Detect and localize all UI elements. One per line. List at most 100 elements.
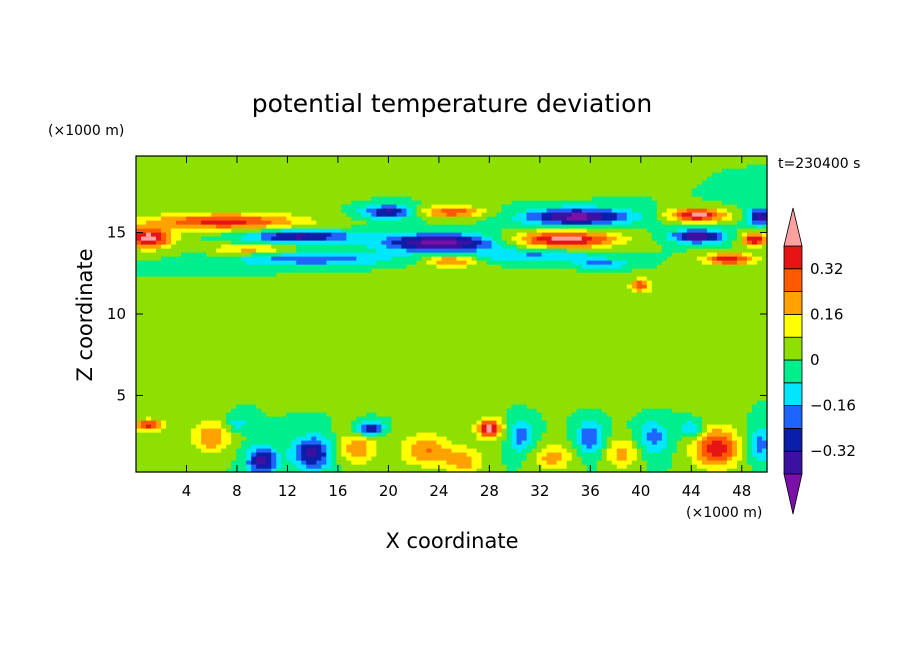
heatmap-cell: [606, 388, 613, 393]
heatmap-cell: [706, 384, 713, 389]
heatmap-cell: [581, 464, 588, 469]
heatmap-cell: [141, 388, 147, 393]
heatmap-cell: [456, 324, 463, 329]
heatmap-cell: [391, 456, 398, 461]
heatmap-cell: [306, 408, 312, 413]
heatmap-cell: [446, 452, 453, 457]
heatmap-cell: [571, 388, 578, 393]
heatmap-cell: [286, 468, 292, 473]
heatmap-cell: [351, 404, 357, 409]
heatmap-cell: [276, 456, 282, 461]
heatmap-cell: [166, 452, 172, 457]
heatmap-cell: [691, 428, 698, 433]
heatmap-cell: [671, 432, 678, 437]
heatmap-cell: [561, 412, 568, 417]
heatmap-cell: [181, 452, 187, 457]
heatmap-cell: [151, 400, 157, 405]
heatmap-cell: [316, 376, 322, 381]
heatmap-cell: [581, 440, 588, 445]
heatmap-cell: [266, 364, 272, 369]
heatmap-cell: [386, 380, 393, 385]
heatmap-cell: [196, 408, 202, 413]
heatmap-cell: [511, 424, 518, 429]
heatmap-cell: [621, 420, 628, 425]
heatmap-cell: [586, 468, 593, 473]
heatmap-cell: [281, 388, 287, 393]
heatmap-cell: [231, 400, 237, 405]
heatmap-cell: [466, 336, 473, 341]
heatmap-cell: [361, 388, 367, 393]
heatmap-cell: [141, 364, 147, 369]
heatmap-cell: [671, 324, 678, 329]
heatmap-cell: [631, 396, 638, 401]
heatmap-cell: [656, 316, 663, 321]
heatmap-cell: [561, 380, 568, 385]
heatmap-cell: [436, 412, 443, 417]
heatmap-cell: [606, 436, 613, 441]
heatmap-cell: [316, 404, 322, 409]
heatmap-cell: [261, 452, 267, 457]
heatmap-cell: [141, 444, 147, 449]
heatmap-cell: [251, 380, 257, 385]
heatmap-cell: [201, 432, 207, 437]
heatmap-cell: [561, 448, 568, 453]
heatmap-cell: [316, 388, 322, 393]
heatmap-cell: [221, 372, 227, 377]
heatmap-cell: [391, 332, 398, 337]
heatmap-cell: [686, 436, 693, 441]
heatmap-cell: [501, 416, 508, 421]
heatmap-cell: [546, 420, 553, 425]
heatmap-cell: [511, 456, 518, 461]
heatmap-cell: [626, 384, 633, 389]
heatmap-cell: [191, 316, 197, 321]
heatmap-cell: [166, 320, 172, 325]
heatmap-cell: [751, 452, 758, 457]
heatmap-cell: [416, 464, 423, 469]
heatmap-cell: [176, 428, 182, 433]
heatmap-cell: [596, 372, 603, 377]
heatmap-cell: [446, 364, 453, 369]
heatmap-cell: [751, 388, 758, 393]
heatmap-cell: [256, 468, 262, 473]
heatmap-cell: [486, 356, 493, 361]
heatmap-cell: [406, 448, 413, 453]
heatmap-cell: [486, 412, 493, 417]
heatmap-cell: [536, 332, 543, 337]
heatmap-cell: [176, 392, 182, 397]
heatmap-cell: [136, 452, 142, 457]
heatmap-cell: [136, 332, 142, 337]
heatmap-cell: [196, 340, 202, 345]
heatmap-cell: [176, 460, 182, 465]
heatmap-cell: [586, 320, 593, 325]
heatmap-cell: [716, 380, 723, 385]
heatmap-cell: [631, 400, 638, 405]
heatmap-cell: [201, 348, 207, 353]
heatmap-cell: [441, 420, 448, 425]
heatmap-cell: [196, 416, 202, 421]
heatmap-cell: [331, 404, 337, 409]
heatmap-cell: [251, 344, 257, 349]
heatmap-cell: [381, 336, 387, 341]
heatmap-cell: [151, 388, 157, 393]
heatmap-cell: [156, 408, 162, 413]
heatmap-cell: [286, 384, 292, 389]
heatmap-cell: [566, 420, 573, 425]
heatmap-cell: [376, 424, 382, 429]
heatmap-cell: [741, 436, 748, 441]
heatmap-cell: [696, 388, 703, 393]
heatmap-cell: [661, 340, 668, 345]
heatmap-cell: [611, 456, 618, 461]
heatmap-cell: [206, 440, 212, 445]
heatmap-cell: [696, 360, 703, 365]
heatmap-cell: [571, 400, 578, 405]
heatmap-cell: [546, 448, 553, 453]
heatmap-cell: [296, 436, 302, 441]
heatmap-cell: [351, 372, 357, 377]
heatmap-cell: [566, 416, 573, 421]
heatmap-cell: [751, 416, 758, 421]
heatmap-cell: [501, 332, 508, 337]
heatmap-cell: [401, 368, 408, 373]
heatmap-cell: [471, 368, 478, 373]
heatmap-cell: [296, 328, 302, 333]
heatmap-cell: [636, 460, 643, 465]
